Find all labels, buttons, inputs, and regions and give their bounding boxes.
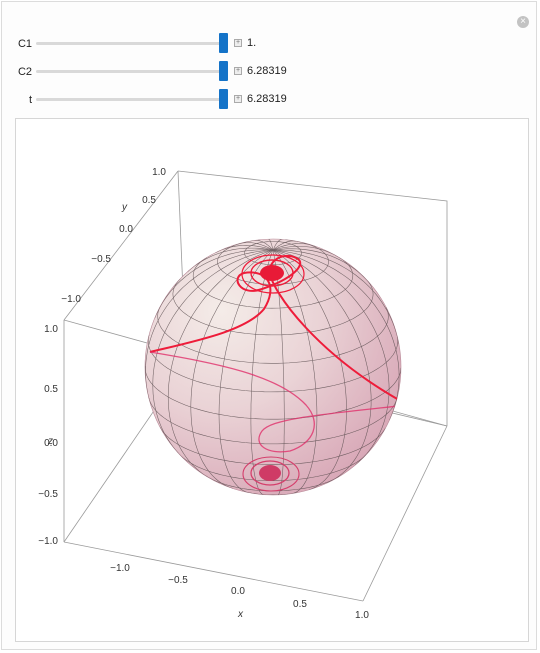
- mesh-line: [254, 240, 274, 251]
- mesh-line: [157, 305, 389, 364]
- mesh-line: [272, 249, 400, 345]
- c2-expand-icon[interactable]: +: [234, 67, 242, 75]
- c1-slider-track[interactable]: [36, 42, 224, 45]
- y-tick: 0.5: [142, 195, 156, 206]
- t-slider-thumb[interactable]: [219, 89, 228, 109]
- mesh-line: [147, 334, 399, 393]
- mesh-line: [154, 249, 274, 319]
- mesh-line: [145, 249, 274, 399]
- y-tick: 0.0: [119, 224, 133, 235]
- c2-slider-track[interactable]: [36, 70, 224, 73]
- mesh-line: [187, 247, 274, 272]
- mesh-line: [218, 249, 274, 493]
- spherical-curve: [149, 254, 401, 492]
- mesh-line: [272, 250, 285, 495]
- mesh-line: [272, 249, 347, 491]
- x-tick: 0.0: [231, 586, 245, 597]
- c1-value: 1.: [247, 37, 257, 49]
- mesh-line: [268, 239, 274, 251]
- t-slider-track[interactable]: [36, 98, 224, 101]
- mesh-line: [272, 240, 298, 251]
- t-expand-icon[interactable]: +: [234, 95, 242, 103]
- mesh-line: [272, 249, 400, 421]
- plot-area[interactable]: 1.0 0.5 0.0 −0.5 −1.0 y 1.0 0.5 0.0 −0.5…: [15, 118, 529, 642]
- z-tick: −0.5: [38, 489, 58, 500]
- mesh-line: [167, 249, 274, 478]
- mesh-line: [172, 278, 374, 336]
- mesh-line: [272, 243, 316, 251]
- mesh-line: [152, 249, 274, 454]
- mesh-line: [237, 242, 274, 251]
- x-tick: 1.0: [355, 610, 369, 621]
- mesh-line: [215, 245, 274, 253]
- mesh-line: [272, 249, 318, 494]
- t-label: t: [28, 94, 32, 106]
- mesh-line: [272, 248, 371, 284]
- c2-label: C2: [17, 66, 32, 78]
- z-axis-label: z: [47, 436, 53, 447]
- c2-value: 6.28319: [247, 65, 287, 77]
- z-tick: −1.0: [38, 536, 58, 547]
- mesh-line: [272, 249, 372, 484]
- mesh-line: [272, 249, 390, 466]
- y-axis: 1.0 0.5 0.0 −0.5 −1.0 y: [61, 167, 166, 305]
- z-tick: 0.0: [44, 438, 58, 449]
- c1-slider-thumb[interactable]: [219, 33, 228, 53]
- close-icon[interactable]: ×: [517, 16, 529, 28]
- y-axis-label: y: [121, 202, 128, 213]
- mesh-line: [145, 366, 401, 420]
- x-tick: −1.0: [110, 563, 130, 574]
- mesh-line: [159, 426, 386, 465]
- x-tick: −0.5: [168, 575, 188, 586]
- mesh-line: [148, 397, 398, 445]
- y-tick: −0.5: [91, 254, 111, 265]
- z-tick: 0.5: [44, 384, 58, 395]
- mesh-line: [272, 246, 339, 257]
- y-tick: 1.0: [152, 167, 166, 178]
- sphere-plot[interactable]: 1.0 0.5 0.0 −0.5 −1.0 y 1.0 0.5 0.0 −0.5…: [16, 119, 528, 641]
- c1-expand-icon[interactable]: +: [234, 39, 242, 47]
- t-value: 6.28319: [247, 93, 287, 105]
- mesh-line: [272, 239, 283, 251]
- c2-slider-thumb[interactable]: [219, 61, 228, 81]
- z-axis: 1.0 0.5 0.0 −0.5 −1.0 z: [38, 324, 58, 547]
- y-tick: −1.0: [61, 294, 81, 305]
- c1-label: C1: [17, 38, 32, 50]
- x-axis: −1.0 −0.5 0.0 0.5 1.0 x: [110, 563, 369, 621]
- x-axis-label: x: [237, 609, 244, 620]
- z-tick: 1.0: [44, 324, 58, 335]
- x-tick: 0.5: [293, 599, 307, 610]
